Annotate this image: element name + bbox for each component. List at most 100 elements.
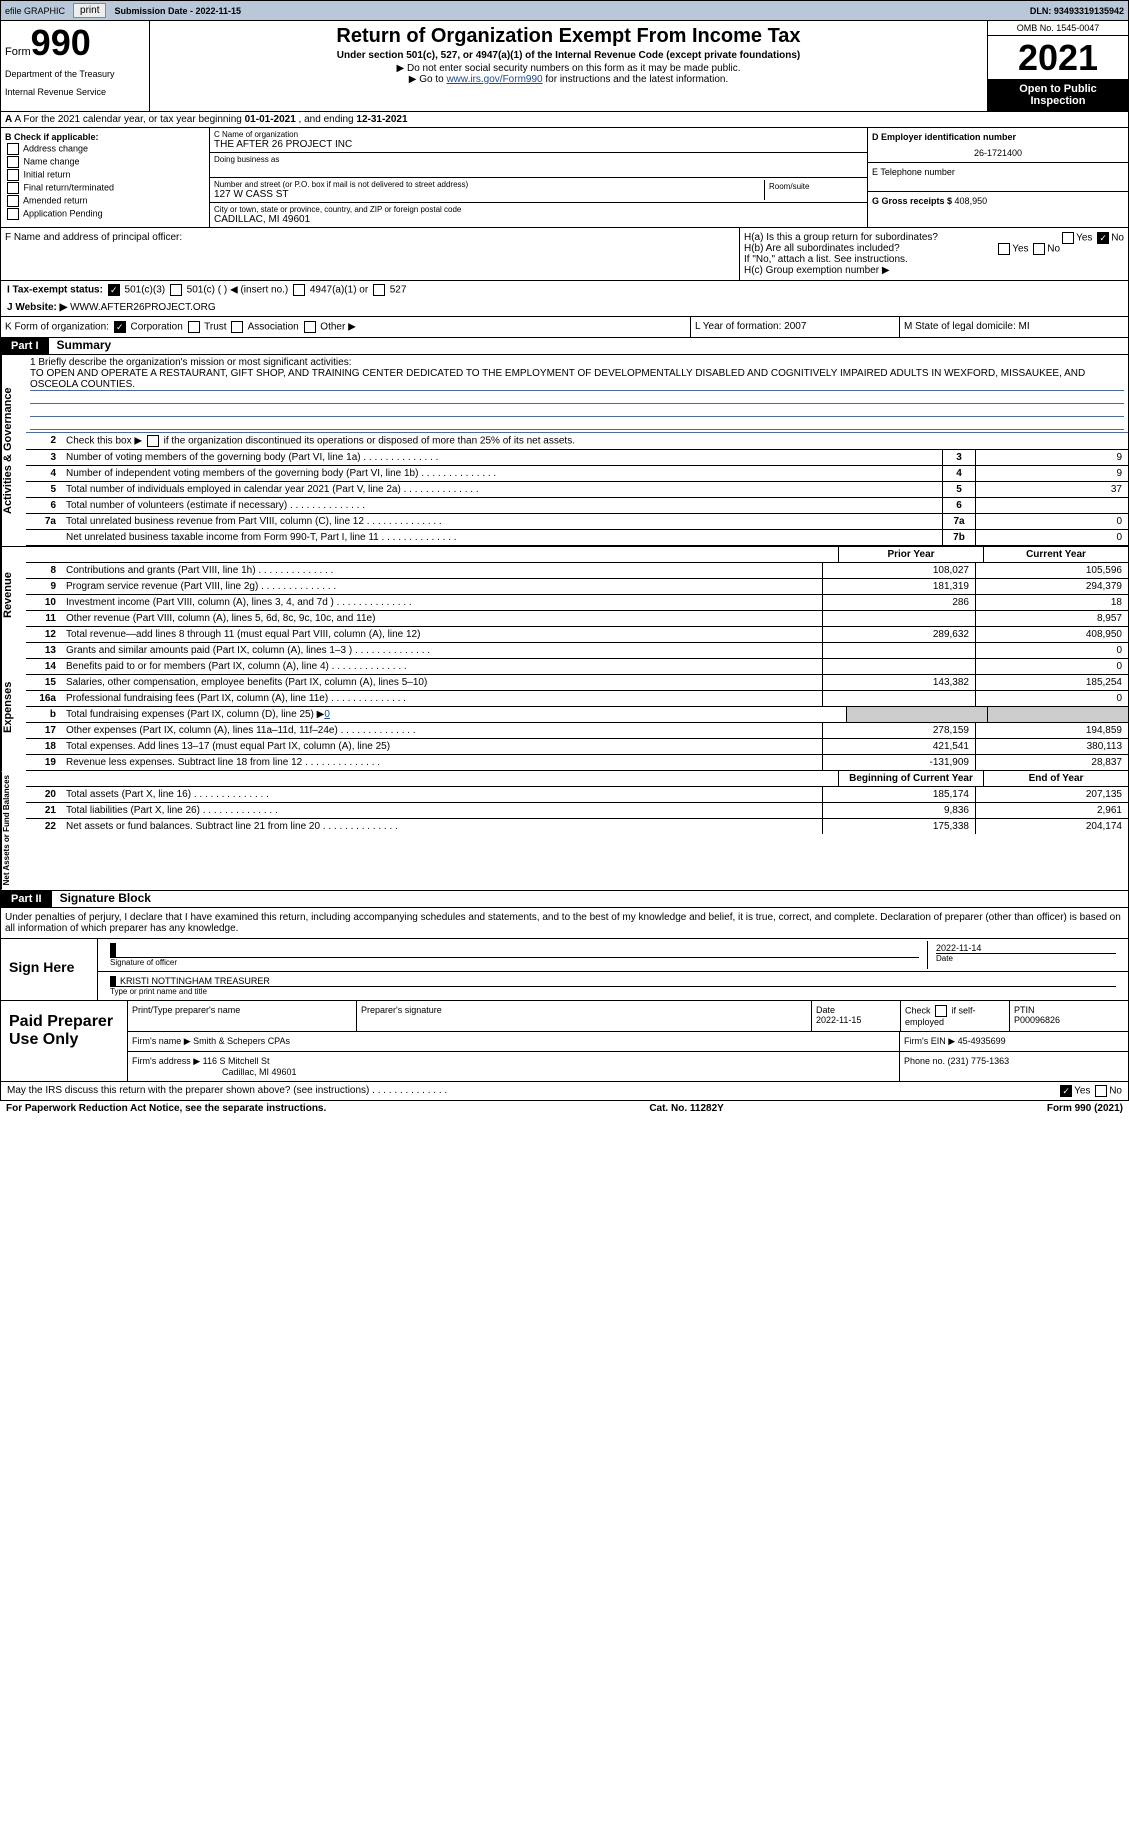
l15-text: Salaries, other compensation, employee b… <box>62 675 822 690</box>
current-year-hdr: Current Year <box>983 547 1128 562</box>
cb-address-change[interactable]: Address change <box>5 143 205 155</box>
vlabel-expenses: Expenses <box>1 643 26 771</box>
l7b-text: Net unrelated business taxable income fr… <box>62 530 942 545</box>
l2-text: Check this box ▶ <box>66 436 145 447</box>
prep-sig-label: Preparer's signature <box>357 1001 812 1031</box>
hb-no[interactable] <box>1033 243 1045 255</box>
l3-val: 9 <box>975 450 1128 465</box>
sign-here-label: Sign Here <box>1 939 98 1000</box>
firm-addr-label: Firm's address ▶ <box>132 1056 203 1066</box>
l20-curr: 207,135 <box>975 787 1128 802</box>
hb-yes[interactable] <box>998 243 1010 255</box>
cb-app-pending[interactable]: Application Pending <box>5 208 205 220</box>
l12-num: 12 <box>26 627 62 642</box>
print-button[interactable]: print <box>73 3 106 18</box>
paperwork-notice: For Paperwork Reduction Act Notice, see … <box>6 1103 326 1114</box>
l16a-prior <box>822 691 975 706</box>
line-a-label: A <box>5 114 12 125</box>
l9-curr: 294,379 <box>975 579 1128 594</box>
subdate-label: Submission Date - <box>114 6 195 16</box>
l13-text: Grants and similar amounts paid (Part IX… <box>62 643 822 658</box>
l15-num: 15 <box>26 675 62 690</box>
cb-discontinued[interactable] <box>147 435 159 447</box>
l4-text: Number of independent voting members of … <box>62 466 942 481</box>
l7a-box: 7a <box>942 514 975 529</box>
paid-preparer-label: Paid Preparer Use Only <box>1 1001 128 1081</box>
cb-trust[interactable] <box>188 321 200 333</box>
j-label: J Website: ▶ <box>7 302 70 313</box>
l13-num: 13 <box>26 643 62 658</box>
l5-num: 5 <box>26 482 62 497</box>
ha-yes[interactable] <box>1062 232 1074 244</box>
l14-text: Benefits paid to or for members (Part IX… <box>62 659 822 674</box>
sig-date: 2022-11-14 <box>936 943 1116 953</box>
form-subtitle: Under section 501(c), 527, or 4947(a)(1)… <box>154 50 983 61</box>
l13-curr: 0 <box>975 643 1128 658</box>
l22-prior: 175,338 <box>822 819 975 834</box>
check-label: Check <box>905 1005 931 1015</box>
vlabel-netassets: Net Assets or Fund Balances <box>1 771 26 889</box>
l6-num: 6 <box>26 498 62 513</box>
cb-501c3[interactable]: ✓ <box>108 284 120 296</box>
goto-suffix: for instructions and the latest informat… <box>543 74 729 85</box>
fundraising-link[interactable]: 0 <box>324 709 330 720</box>
cb-final-return[interactable]: Final return/terminated <box>5 182 205 194</box>
cb-name-change[interactable]: Name change <box>5 156 205 168</box>
cb-527[interactable] <box>373 284 385 296</box>
city: CADILLAC, MI 49601 <box>214 214 863 225</box>
hb-label: H(b) Are all subordinates included? <box>744 243 900 254</box>
prep-date-label: Date <box>816 1005 835 1015</box>
cb-other[interactable] <box>304 321 316 333</box>
l21-num: 21 <box>26 803 62 818</box>
website: WWW.AFTER26PROJECT.ORG <box>70 302 216 313</box>
ptin-label: PTIN <box>1014 1005 1035 1015</box>
l19-text: Revenue less expenses. Subtract line 18 … <box>62 755 822 770</box>
cb-501c[interactable] <box>170 284 182 296</box>
part1-title: Summary <box>49 336 120 354</box>
org-name-label: C Name of organization <box>214 130 863 139</box>
ha-no[interactable]: ✓ <box>1097 232 1109 244</box>
l14-prior <box>822 659 975 674</box>
l20-text: Total assets (Part X, line 16) <box>62 787 822 802</box>
hc-label: H(c) Group exemption number ▶ <box>744 265 1124 276</box>
firm-phone-label: Phone no. <box>904 1056 948 1066</box>
cb-4947[interactable] <box>293 284 305 296</box>
cb-corp[interactable]: ✓ <box>114 321 126 333</box>
l17-num: 17 <box>26 723 62 738</box>
l17-text: Other expenses (Part IX, column (A), lin… <box>62 723 822 738</box>
gross-receipts: 408,950 <box>955 196 988 206</box>
officer-label: F Name and address of principal officer: <box>1 228 740 280</box>
l22-curr: 204,174 <box>975 819 1128 834</box>
sig-officer-label: Signature of officer <box>110 957 919 967</box>
end-date: 12-31-2021 <box>356 114 407 125</box>
mission-text: TO OPEN AND OPERATE A RESTAURANT, GIFT S… <box>30 368 1124 391</box>
cb-discuss-no[interactable] <box>1095 1085 1107 1097</box>
room-label: Room/suite <box>765 180 863 200</box>
ssn-warning: ▶ Do not enter social security numbers o… <box>154 63 983 74</box>
l21-prior: 9,836 <box>822 803 975 818</box>
l17-prior: 278,159 <box>822 723 975 738</box>
l20-prior: 185,174 <box>822 787 975 802</box>
l3-text: Number of voting members of the governin… <box>62 450 942 465</box>
begin-year-hdr: Beginning of Current Year <box>838 771 983 786</box>
cb-amended[interactable]: Amended return <box>5 195 205 207</box>
l14-num: 14 <box>26 659 62 674</box>
l6-val <box>975 498 1128 513</box>
cb-assoc[interactable] <box>231 321 243 333</box>
vlabel-governance: Activities & Governance <box>1 355 26 546</box>
street-label: Number and street (or P.O. box if mail i… <box>214 180 764 189</box>
l16b-gray2 <box>987 707 1128 722</box>
l12-curr: 408,950 <box>975 627 1128 642</box>
cb-initial-return[interactable]: Initial return <box>5 169 205 181</box>
cb-self-employed[interactable] <box>935 1005 947 1017</box>
open-public: Open to Public Inspection <box>988 79 1128 111</box>
irs-link[interactable]: www.irs.gov/Form990 <box>446 74 542 85</box>
city-label: City or town, state or province, country… <box>214 205 863 214</box>
vlabel-revenue: Revenue <box>1 547 26 643</box>
l9-num: 9 <box>26 579 62 594</box>
l14-curr: 0 <box>975 659 1128 674</box>
cb-discuss-yes[interactable]: ✓ <box>1060 1085 1072 1097</box>
ptin: P00096826 <box>1014 1015 1060 1025</box>
l8-num: 8 <box>26 563 62 578</box>
hb-note: If "No," attach a list. See instructions… <box>744 254 1124 265</box>
